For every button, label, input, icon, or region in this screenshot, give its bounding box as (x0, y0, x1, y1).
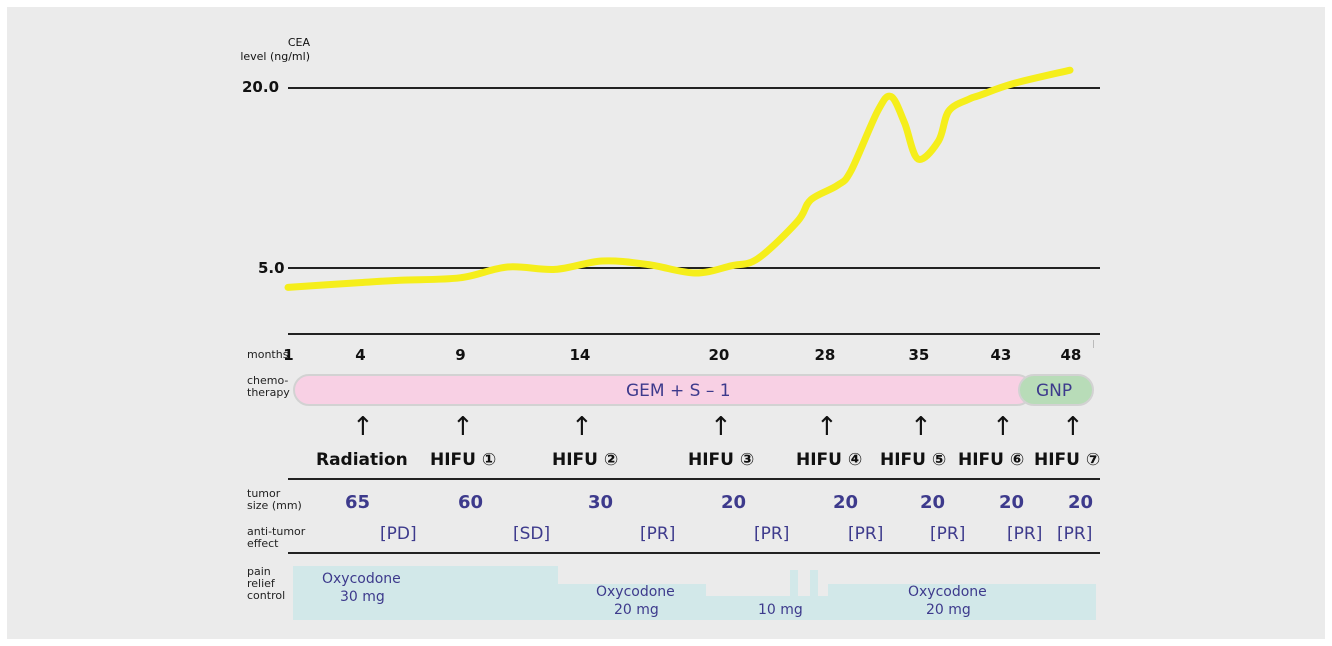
x-tick-label: 9 (455, 346, 466, 364)
row-label-chemo: chemo- therapy (247, 374, 290, 399)
cea-line (284, 66, 1074, 291)
event-arrow: ↑ (910, 412, 932, 442)
chemo-bar-gem (293, 374, 1033, 406)
x-axis-line (288, 333, 1100, 335)
x-tick-label: 35 (908, 346, 930, 364)
pain-spike-1 (790, 570, 798, 620)
event-label: HIFU ③ (688, 450, 755, 470)
pain-band-10mg (706, 596, 790, 620)
tumor-size-value: 20 (721, 492, 747, 513)
event-label: HIFU ④ (796, 450, 863, 470)
x-tick-label: 20 (708, 346, 730, 364)
effect-value: [PR] (930, 524, 966, 544)
x-tick-label: 48 (1060, 346, 1082, 364)
ref-label-20: 20.0 (242, 78, 280, 96)
figure-panel (7, 7, 1325, 639)
row-label-effect: anti-tumor effect (247, 525, 306, 550)
effect-value: [PR] (640, 524, 676, 544)
tumor-size-value: 20 (1068, 492, 1094, 513)
x-axis-end-mark (1093, 340, 1094, 348)
pain-dose-2: 20 mg (614, 602, 659, 618)
x-tick-label: 4 (355, 346, 366, 364)
divider-effect (288, 552, 1100, 554)
ref-line-20 (288, 87, 1100, 89)
event-arrow: ↑ (816, 412, 838, 442)
chemo-gem-label: GEM + S – 1 (626, 381, 731, 401)
pain-dose-4: 20 mg (926, 602, 971, 618)
event-arrow: ↑ (992, 412, 1014, 442)
x-tick-label: 14 (569, 346, 591, 364)
event-label: HIFU ⑦ (1034, 450, 1101, 470)
pain-drug-2: Oxycodone (596, 584, 675, 600)
pain-band-20mg-a (558, 584, 706, 620)
row-label-pain: pain relief control (247, 565, 286, 602)
event-label: HIFU ⑤ (880, 450, 947, 470)
event-arrow: ↑ (352, 412, 374, 442)
effect-value: [PR] (848, 524, 884, 544)
pain-drug-1: Oxycodone (322, 571, 401, 587)
event-label: HIFU ⑥ (958, 450, 1025, 470)
divider-events (288, 478, 1100, 480)
tumor-size-value: 30 (588, 492, 614, 513)
y-axis-label-line1: CEA (287, 36, 310, 49)
x-tick-label: 28 (814, 346, 836, 364)
pain-band-20mg-b (828, 584, 1096, 620)
ref-label-5: 5.0 (258, 259, 285, 277)
pain-dose-1: 30 mg (340, 589, 385, 605)
tumor-size-value: 20 (999, 492, 1025, 513)
tumor-size-value: 20 (833, 492, 859, 513)
chemo-bar-gnp (1018, 374, 1094, 406)
tumor-size-value: 65 (345, 492, 371, 513)
effect-value: [SD] (513, 524, 551, 544)
x-axis-title: months (247, 348, 289, 361)
event-label: HIFU ① (430, 450, 497, 470)
tumor-size-value: 60 (458, 492, 484, 513)
event-arrow: ↑ (452, 412, 474, 442)
event-arrow: ↑ (571, 412, 593, 442)
event-arrow: ↑ (1062, 412, 1084, 442)
x-tick-label: 43 (990, 346, 1012, 364)
event-label: HIFU ② (552, 450, 619, 470)
effect-value: [PD] (380, 524, 417, 544)
effect-value: [PR] (1007, 524, 1043, 544)
effect-value: [PR] (754, 524, 790, 544)
pain-drug-4: Oxycodone (908, 584, 987, 600)
ref-line-5 (288, 267, 1100, 269)
y-axis-label-line2: level (ng/ml) (240, 50, 310, 63)
pain-gap-2 (818, 596, 828, 620)
pain-dose-3: 10 mg (758, 602, 803, 618)
event-label: Radiation (316, 450, 408, 470)
pain-gap (798, 596, 810, 620)
event-arrow: ↑ (710, 412, 732, 442)
row-label-tumor: tumor size (mm) (247, 487, 302, 512)
pain-spike-2 (810, 570, 818, 620)
chemo-gnp-label: GNP (1036, 381, 1073, 401)
pain-band-30mg (293, 566, 558, 620)
x-tick-label: 1 (283, 346, 294, 364)
effect-value: [PR] (1057, 524, 1093, 544)
tumor-size-value: 20 (920, 492, 946, 513)
